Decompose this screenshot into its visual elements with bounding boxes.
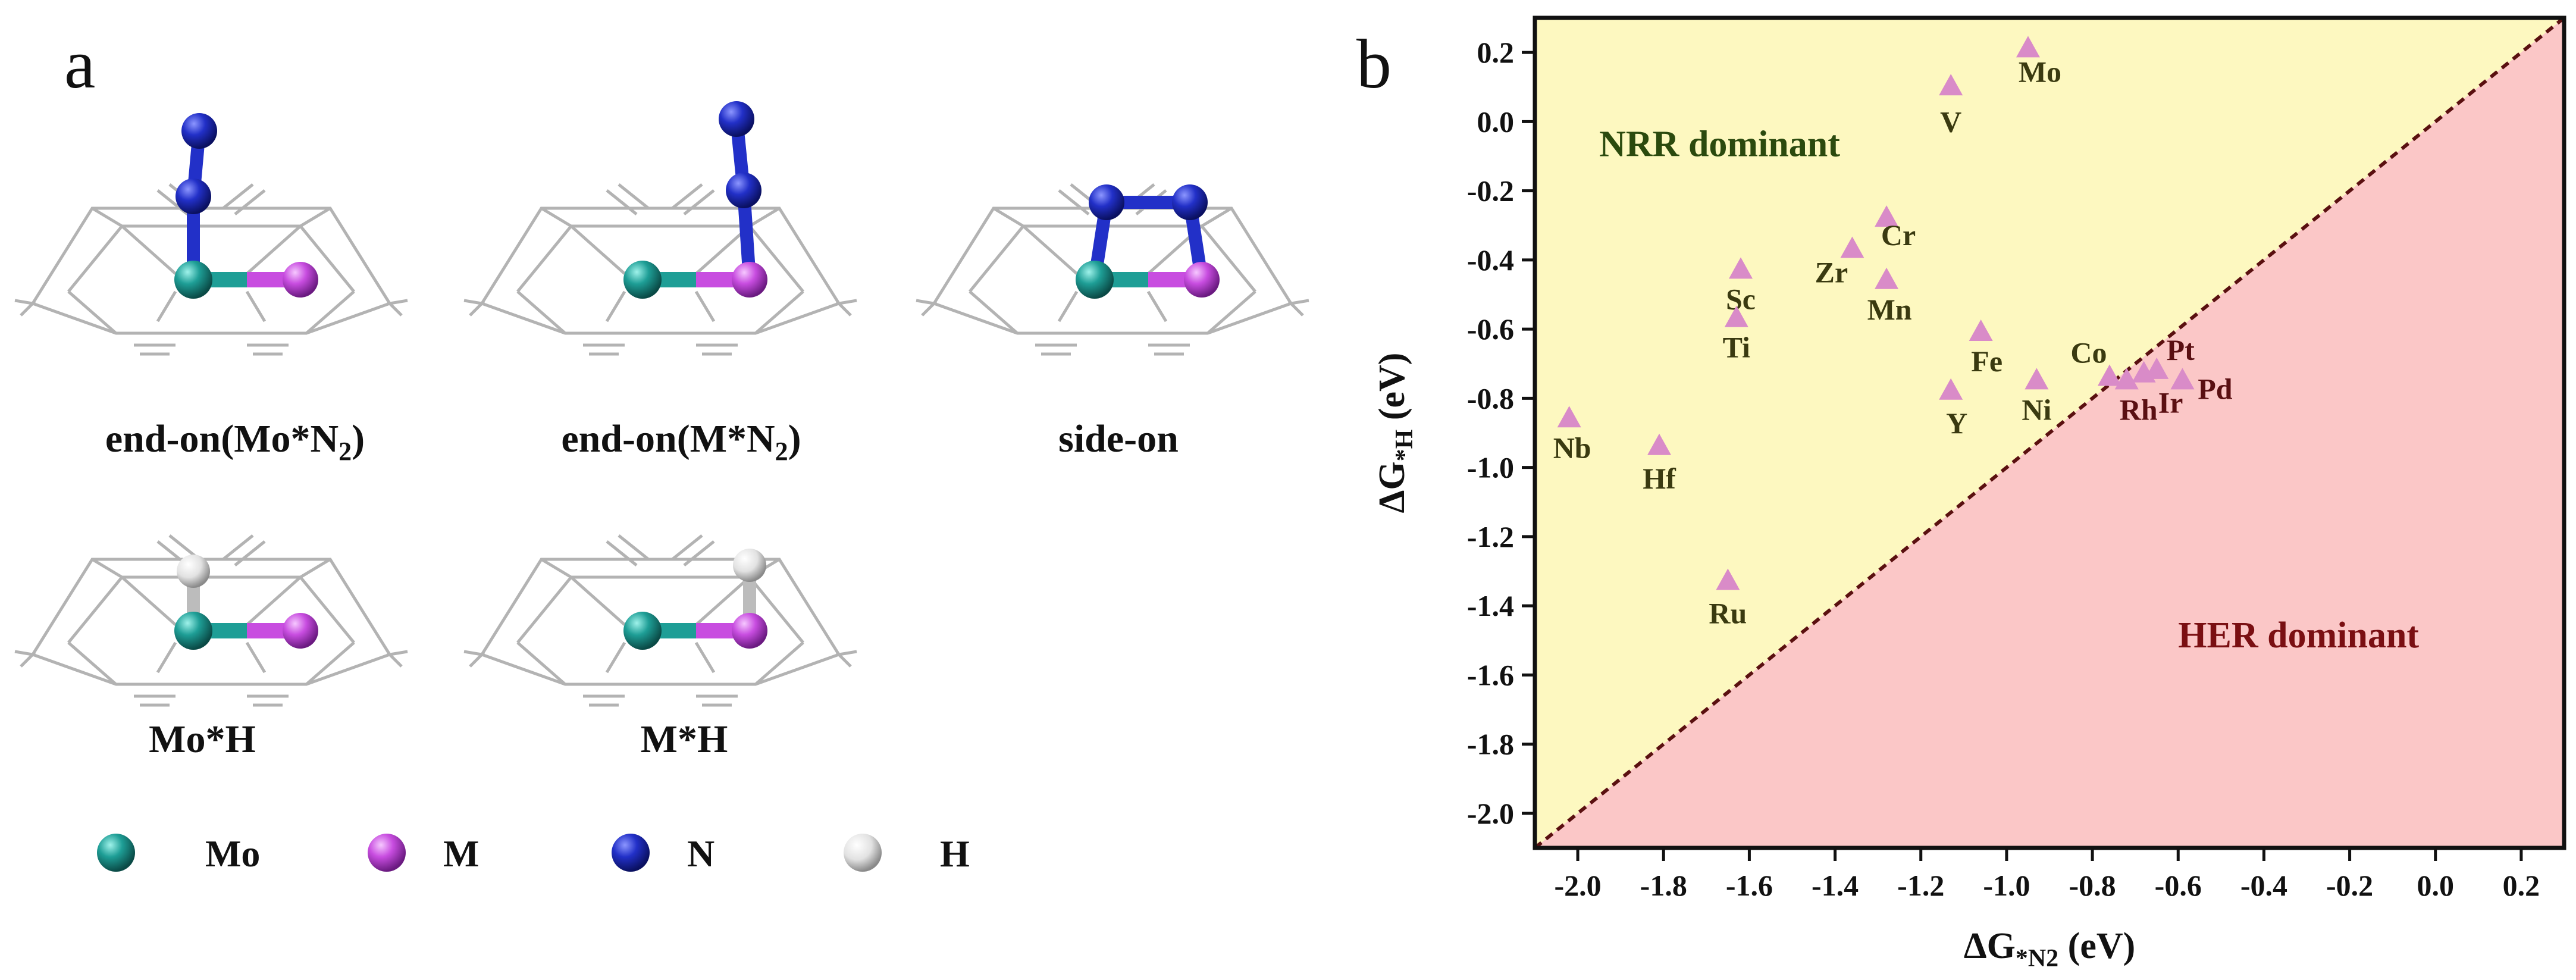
y-tick-label: -1.6 (1467, 658, 1514, 691)
data-point-mo (2016, 36, 2040, 58)
data-label-ru: Ru (1709, 596, 1747, 630)
panel-a-structures: a (0, 25, 1356, 875)
x-axis-label: ΔG*N2 (eV) (1964, 926, 2136, 972)
data-label-fe: Fe (1971, 345, 2002, 378)
y-tick-label: -1.2 (1467, 520, 1514, 553)
data-point-ti (1724, 305, 1748, 327)
y-tick-label: -0.4 (1467, 243, 1514, 277)
legend-sphere-mo (97, 834, 135, 872)
data-label-hf: Hf (1643, 462, 1676, 495)
legend-label-h: H (940, 832, 970, 875)
y-tick-label: 0.2 (1477, 36, 1515, 69)
structure-mo-h (15, 536, 408, 705)
data-point-pt (2145, 357, 2169, 379)
nrr-region-label: NRR dominant (1599, 124, 1840, 165)
x-tick-label: -1.2 (1897, 869, 1944, 902)
caption-side-on: side-on (1058, 417, 1179, 461)
y-tick-label: 0.0 (1477, 105, 1515, 138)
y-tick-label: -1.0 (1467, 451, 1514, 484)
x-tick-label: 0.2 (2503, 869, 2540, 902)
x-tick-label: -1.0 (1983, 869, 2030, 902)
data-label-sc: Sc (1726, 282, 1756, 315)
data-point-fe (1969, 319, 1993, 341)
caption-m-h: M*H (640, 718, 728, 761)
data-label-mn: Mn (1867, 293, 1912, 326)
legend-label-m: M (443, 832, 480, 875)
x-tick-label: -0.2 (2326, 869, 2373, 902)
y-tick-label: -0.6 (1467, 312, 1514, 346)
panel-b-letter: b (1356, 25, 1392, 103)
her-region-label: HER dominant (2178, 615, 2419, 656)
data-point-zr (1840, 236, 1864, 258)
data-label-ti: Ti (1723, 331, 1750, 364)
legend-sphere-m (368, 834, 406, 872)
data-point-ni (2025, 368, 2049, 390)
data-label-rh: Rh (2120, 393, 2158, 426)
legend-sphere-h (844, 834, 882, 872)
data-point-nb (1557, 406, 1581, 428)
legend-label-n: N (687, 832, 715, 875)
x-tick-label: -1.6 (1726, 869, 1773, 902)
caption-end-on-mo-n2: end-on(Mo*N2) (105, 417, 365, 466)
x-tick-label: -0.8 (2069, 869, 2116, 902)
data-point-v (1939, 74, 1963, 96)
panel-a-letter: a (64, 25, 96, 103)
structure-end-on-m-n2 (464, 101, 857, 354)
y-tick-label: -0.2 (1467, 174, 1514, 208)
data-point-sc (1729, 257, 1753, 279)
x-tick-label: -2.0 (1555, 869, 1602, 902)
data-label-nb: Nb (1553, 431, 1591, 464)
data-point-hf (1647, 433, 1672, 455)
structure-side-on (916, 184, 1309, 354)
data-point-pd (2170, 368, 2195, 390)
legend-sphere-n (612, 834, 650, 872)
y-tick-label: -0.8 (1467, 381, 1514, 415)
data-label-co: Co (2070, 336, 2107, 370)
legend-label-mo: Mo (205, 832, 261, 875)
y-tick-label: -1.8 (1467, 728, 1514, 761)
x-tick-label: -1.8 (1640, 869, 1687, 902)
x-tick-label: -0.6 (2155, 869, 2202, 902)
data-label-pd: Pd (2198, 372, 2233, 405)
x-tick-label: -0.4 (2240, 869, 2287, 902)
data-point-cr (1875, 205, 1899, 227)
diagonal-line (1534, 16, 2565, 850)
data-label-pt: Pt (2167, 333, 2195, 367)
data-point-ru (1716, 568, 1740, 590)
panel-b-chart: b NRR dominant HER dominant -2.0 -1.8 -1.6 -1… (1356, 0, 2576, 980)
plot-frame (1533, 15, 2566, 850)
data-label-ni: Ni (2022, 393, 2051, 426)
y-tick-label: -2.0 (1467, 797, 1514, 830)
scatter-chart: NRR dominant HER dominant -2.0 -1.8 -1.6 -1.4… (1372, 15, 2566, 972)
data-label-v: V (1940, 105, 1961, 138)
y-axis-label: ΔG*H (eV) (1372, 353, 1418, 514)
structure-drawings (0, 101, 1356, 872)
y-tick-label: -1.4 (1467, 589, 1514, 622)
caption-end-on-m-n2: end-on(M*N2) (561, 417, 801, 466)
data-point-co (2097, 364, 2121, 386)
caption-mo-h: Mo*H (149, 718, 256, 761)
data-label-cr: Cr (1881, 218, 1916, 252)
x-tick-label: 0.0 (2417, 869, 2455, 902)
data-label-mo: Mo (2019, 55, 2061, 88)
structure-end-on-mo-n2 (15, 113, 408, 354)
data-point-mn (1875, 267, 1899, 289)
x-tick-label: -1.4 (1812, 869, 1859, 902)
data-label-zr: Zr (1815, 255, 1848, 289)
data-point-y (1939, 378, 1963, 400)
data-label-ir: Ir (2158, 386, 2183, 419)
structure-m-h (464, 536, 857, 705)
data-label-y: Y (1946, 406, 1967, 440)
data-point-rh (2114, 368, 2139, 390)
